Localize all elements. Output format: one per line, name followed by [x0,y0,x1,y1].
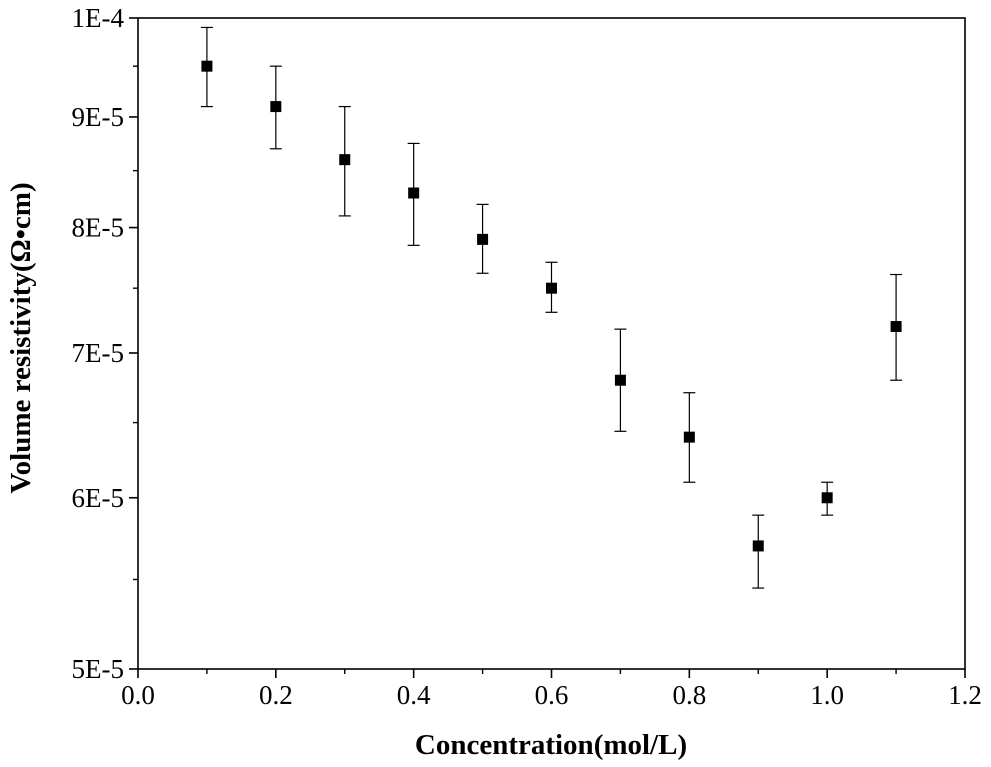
y-axis-title: Volume resistivity(Ω•cm) [5,182,37,493]
y-tick-label: 5E-5 [72,654,124,684]
x-tick-label: 0.4 [397,680,431,710]
data-points [201,60,902,552]
data-point [890,321,902,333]
x-tick-label: 0.0 [121,680,155,710]
x-tick-label: 0.2 [259,680,293,710]
x-tick-label: 1.0 [810,680,844,710]
data-point [477,233,489,245]
data-point [683,431,695,443]
axis-tick-labels: 0.0 0.2 0.4 0.6 0.8 1.0 1.2 5E-5 6E-5 7E-5 8E-5 9E-… [72,3,982,710]
y-tick-label: 6E-5 [72,483,124,513]
data-point [201,60,213,72]
data-point [821,492,833,504]
data-point [752,540,764,552]
plot-frame [137,17,966,670]
y-tick-label: 9E-5 [72,102,124,132]
data-point [408,187,420,199]
data-point [614,374,626,386]
axis-ticks [129,17,966,678]
data-point [270,101,282,113]
y-tick-label: 8E-5 [72,213,124,243]
x-tick-label: 0.6 [535,680,569,710]
y-tick-label: 7E-5 [72,338,124,368]
data-point [339,154,351,166]
y-tick-label: 1E-4 [72,3,125,33]
x-tick-label: 1.2 [948,680,982,710]
error-bars [200,26,903,589]
x-tick-label: 0.8 [672,680,706,710]
x-axis-title: Concentration(mol/L) [415,729,687,761]
data-point [546,282,557,294]
